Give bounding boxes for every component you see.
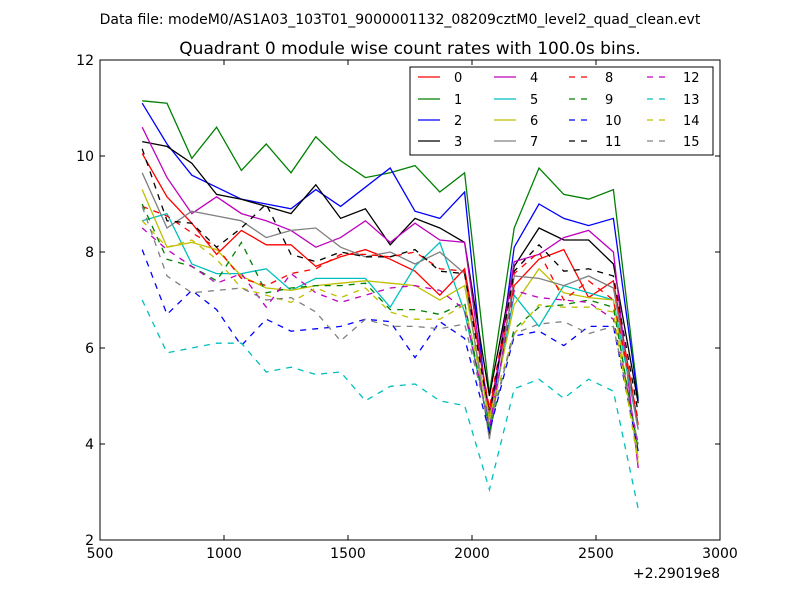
suptitle: Data file: modeM0/AS1A03_103T01_90000011… [100,12,701,28]
y-tick-label-4: 10 [76,149,94,165]
x-tick-label-2: 1500 [330,546,366,562]
x-tick-label-0: 500 [87,546,114,562]
series-line-13 [141,299,639,509]
legend-label-4: 4 [530,71,538,86]
series-line-10 [141,249,639,452]
legend-label-0: 0 [454,71,462,86]
y-tick-label-2: 6 [85,341,94,357]
y-tick-label-0: 2 [85,533,94,549]
legend-label-1: 1 [454,93,462,108]
series-line-0 [141,153,639,425]
series-line-4 [141,126,639,469]
legend-label-5: 5 [530,93,538,108]
series-line-12 [141,227,639,445]
x-tick-label-1: 1000 [206,546,242,562]
series-line-9 [141,203,639,449]
y-tick-label-1: 4 [85,437,94,453]
series-line-15 [141,206,639,445]
legend-label-14: 14 [683,114,700,129]
legend-label-11: 11 [605,135,622,150]
y-tick-label-5: 12 [76,53,94,69]
chart-title: Quadrant 0 module wise count rates with … [179,39,640,59]
legend-frame [409,66,714,156]
x-tick-label-4: 2500 [578,546,614,562]
axes-frame [99,59,721,541]
y-tick-label-3: 8 [85,245,94,261]
legend-label-12: 12 [683,71,700,86]
series-line-2 [141,102,639,435]
legend-label-7: 7 [530,135,538,150]
x-offset-text: +2.29019e8 [633,566,720,582]
legend-label-6: 6 [530,114,538,129]
legend-label-10: 10 [605,114,622,129]
legend-label-8: 8 [605,71,613,86]
x-tick-label-3: 2000 [454,546,490,562]
legend-label-9: 9 [605,93,613,108]
legend-label-15: 15 [683,135,700,150]
series-line-3 [142,140,639,404]
legend-label-3: 3 [454,135,462,150]
series-layer [141,100,639,509]
series-line-7 [141,172,639,440]
legend-label-13: 13 [683,93,700,108]
legend-label-2: 2 [454,114,462,129]
x-tick-label-5: 3000 [702,546,738,562]
series-line-11 [141,148,639,416]
series-line-8 [141,205,639,421]
series-line-1 [142,100,639,399]
series-line-5 [142,212,639,430]
